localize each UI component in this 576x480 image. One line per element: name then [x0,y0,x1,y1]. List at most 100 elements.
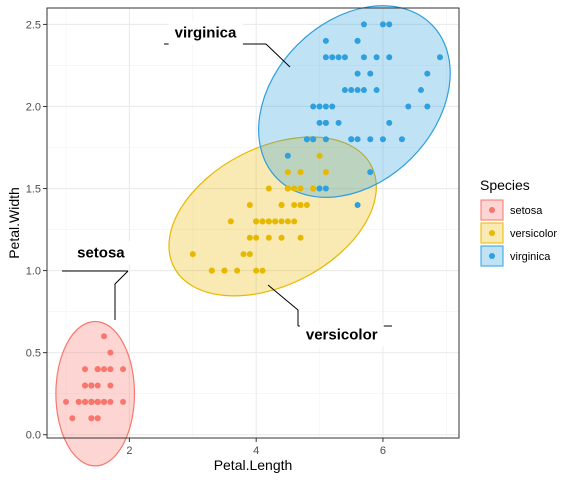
point-virginica [348,87,355,94]
point-setosa [94,366,101,373]
annotation-bg-virginica [168,21,243,45]
point-virginica [373,54,380,61]
point-versicolor [265,185,272,192]
point-versicolor [246,234,253,241]
point-setosa [82,366,89,373]
point-versicolor [278,218,285,225]
point-versicolor [189,251,196,258]
point-versicolor [272,218,279,225]
point-setosa [88,415,95,422]
point-setosa [82,382,89,389]
point-virginica [379,21,386,28]
point-versicolor [284,169,291,176]
point-versicolor [253,218,260,225]
point-virginica [354,37,361,44]
y-axis-ticks: 0.0 0.5 1.0 1.5 2.0 2.5 [26,19,47,442]
point-setosa [75,398,82,405]
point-versicolor [297,169,304,176]
annotation-virginica: virginica [175,25,237,42]
legend-key-point-setosa [489,207,495,213]
point-virginica [424,70,431,77]
legend-title: Species [480,177,530,193]
y-axis-title: Petal.Width [6,187,22,259]
point-versicolor [291,218,298,225]
point-virginica [341,54,348,61]
point-virginica [303,136,310,143]
point-virginica [360,21,367,28]
point-virginica [310,103,317,110]
point-setosa [94,398,101,405]
point-virginica [354,87,361,94]
ellipse-setosa [55,320,136,467]
point-setosa [82,398,89,405]
point-setosa [88,398,95,405]
point-virginica [360,87,367,94]
panel-background [47,8,459,438]
annotation-leader-versicolor [267,284,299,326]
annotation-leader-virginica [265,43,291,68]
point-setosa [107,382,114,389]
point-setosa [94,382,101,389]
ellipse-layer [55,5,451,467]
point-virginica [417,87,424,94]
annotation-layer: setosa versicolor virginica [62,21,392,347]
point-versicolor [303,201,310,208]
point-setosa [107,398,114,405]
point-versicolor [246,251,253,258]
y-tick-label: 2.5 [26,19,41,31]
point-versicolor [297,185,304,192]
legend-label-setosa: setosa [510,205,543,217]
point-virginica [379,136,386,143]
point-setosa [94,415,101,422]
legend: Species setosa versicolor virginica [480,177,557,267]
point-virginica [354,136,361,143]
point-setosa [107,349,114,356]
point-virginica [329,54,336,61]
point-versicolor [278,201,285,208]
point-virginica [386,54,393,61]
point-setosa [69,415,76,422]
panel-border [46,7,460,439]
point-setosa [101,366,108,373]
legend-key-point-virginica [489,253,495,259]
x-tick-label: 4 [253,445,259,457]
point-versicolor [284,185,291,192]
point-versicolor [322,169,329,176]
x-axis-ticks: 2 4 6 [126,438,386,457]
point-versicolor [259,218,266,225]
point-virginica [310,136,317,143]
point-virginica [322,37,329,44]
legend-label-versicolor: versicolor [510,228,557,240]
point-versicolor [284,218,291,225]
point-versicolor [316,152,323,159]
plot-panel [47,8,459,438]
ellipse-versicolor [168,136,377,297]
point-virginica [436,54,443,61]
point-virginica [354,70,361,77]
point-versicolor [310,185,317,192]
point-versicolor [297,234,304,241]
x-axis-title: Petal.Length [214,457,293,473]
point-virginica [386,21,393,28]
point-virginica [335,54,342,61]
annotation-setosa: setosa [77,244,125,261]
point-virginica [348,136,355,143]
point-virginica [405,103,412,110]
y-tick-label: 1.5 [26,184,41,196]
point-versicolor [208,267,215,274]
annotation-bg-setosa [71,241,132,265]
point-setosa [101,333,108,340]
point-versicolor [253,267,260,274]
point-versicolor [221,267,228,274]
point-setosa [120,366,127,373]
point-virginica [354,201,361,208]
point-versicolor [259,267,266,274]
ellipse-virginica [258,5,451,198]
point-versicolor [240,251,247,258]
point-versicolor [278,234,285,241]
point-virginica [316,185,323,192]
annotation-bg-versicolor [299,323,384,347]
point-versicolor [265,218,272,225]
point-virginica [322,185,329,192]
